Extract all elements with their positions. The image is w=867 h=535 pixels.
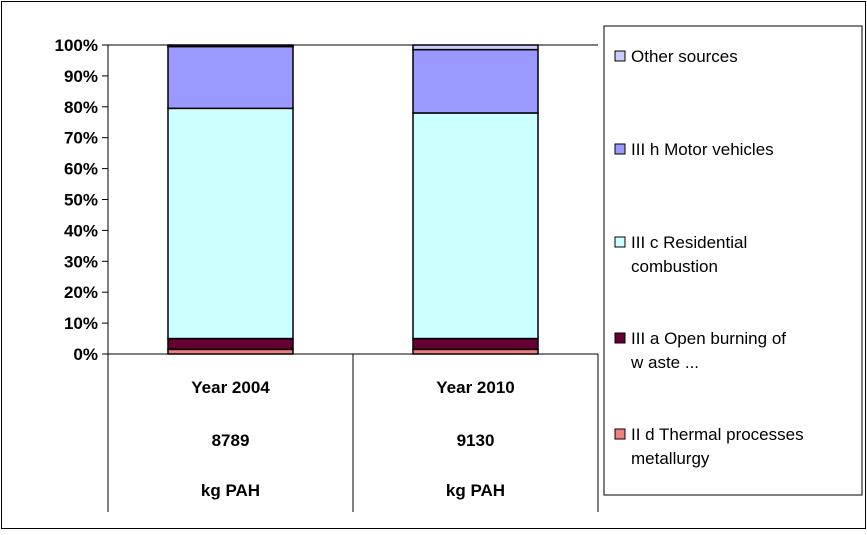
legend-swatch bbox=[614, 50, 626, 62]
legend-swatch bbox=[614, 236, 626, 248]
y-tick-label: 20% bbox=[64, 283, 98, 302]
category-label-line1: Year 2010 bbox=[436, 378, 514, 397]
bar-segment bbox=[412, 112, 539, 340]
bar-segment bbox=[412, 337, 539, 351]
y-tick-label: 90% bbox=[64, 67, 98, 86]
legend-label: w aste ... bbox=[630, 353, 699, 372]
y-tick-label: 50% bbox=[64, 191, 98, 210]
category-label-line2: 8789 bbox=[212, 431, 250, 450]
y-tick-label: 60% bbox=[64, 160, 98, 179]
y-tick-label: 40% bbox=[64, 221, 98, 240]
legend-label: III c Residential bbox=[631, 233, 747, 252]
y-tick-label: 10% bbox=[64, 314, 98, 333]
bars-group bbox=[167, 44, 539, 355]
bar-segment bbox=[412, 44, 539, 51]
legend-label: II d Thermal processes bbox=[631, 425, 804, 444]
legend-label: III h Motor vehicles bbox=[631, 140, 774, 159]
legend-label: III a Open burning of bbox=[631, 329, 786, 348]
bar-segment bbox=[167, 107, 294, 340]
y-tick-label: 0% bbox=[73, 345, 98, 364]
y-tick-label: 80% bbox=[64, 98, 98, 117]
y-tick-label: 70% bbox=[64, 129, 98, 148]
bar-segment bbox=[167, 337, 294, 351]
category-label-line1: Year 2004 bbox=[191, 378, 270, 397]
plot-area: 0% 10% 20% 30% 40% 50% 60% 70% 80% 90% 100% Year 20… bbox=[55, 36, 599, 512]
legend-swatch bbox=[614, 143, 626, 155]
bar-segment bbox=[412, 48, 539, 114]
legend-label: Other sources bbox=[631, 47, 738, 66]
category-label-line3: kg PAH bbox=[201, 481, 260, 500]
legend-label: metallurgy bbox=[631, 449, 710, 468]
legend-swatch bbox=[614, 332, 626, 344]
legend: Other sources III h Motor vehicles III c R… bbox=[603, 25, 863, 496]
legend-box bbox=[603, 25, 863, 496]
category-label-line2: 9130 bbox=[457, 431, 495, 450]
y-tick-label: 100% bbox=[55, 36, 98, 55]
bar-segment bbox=[167, 44, 294, 48]
legend-label: combustion bbox=[631, 257, 718, 276]
y-tick-label: 30% bbox=[64, 252, 98, 271]
category-label-line3: kg PAH bbox=[446, 481, 505, 500]
bar-segment bbox=[167, 45, 294, 110]
legend-swatch bbox=[614, 428, 626, 440]
